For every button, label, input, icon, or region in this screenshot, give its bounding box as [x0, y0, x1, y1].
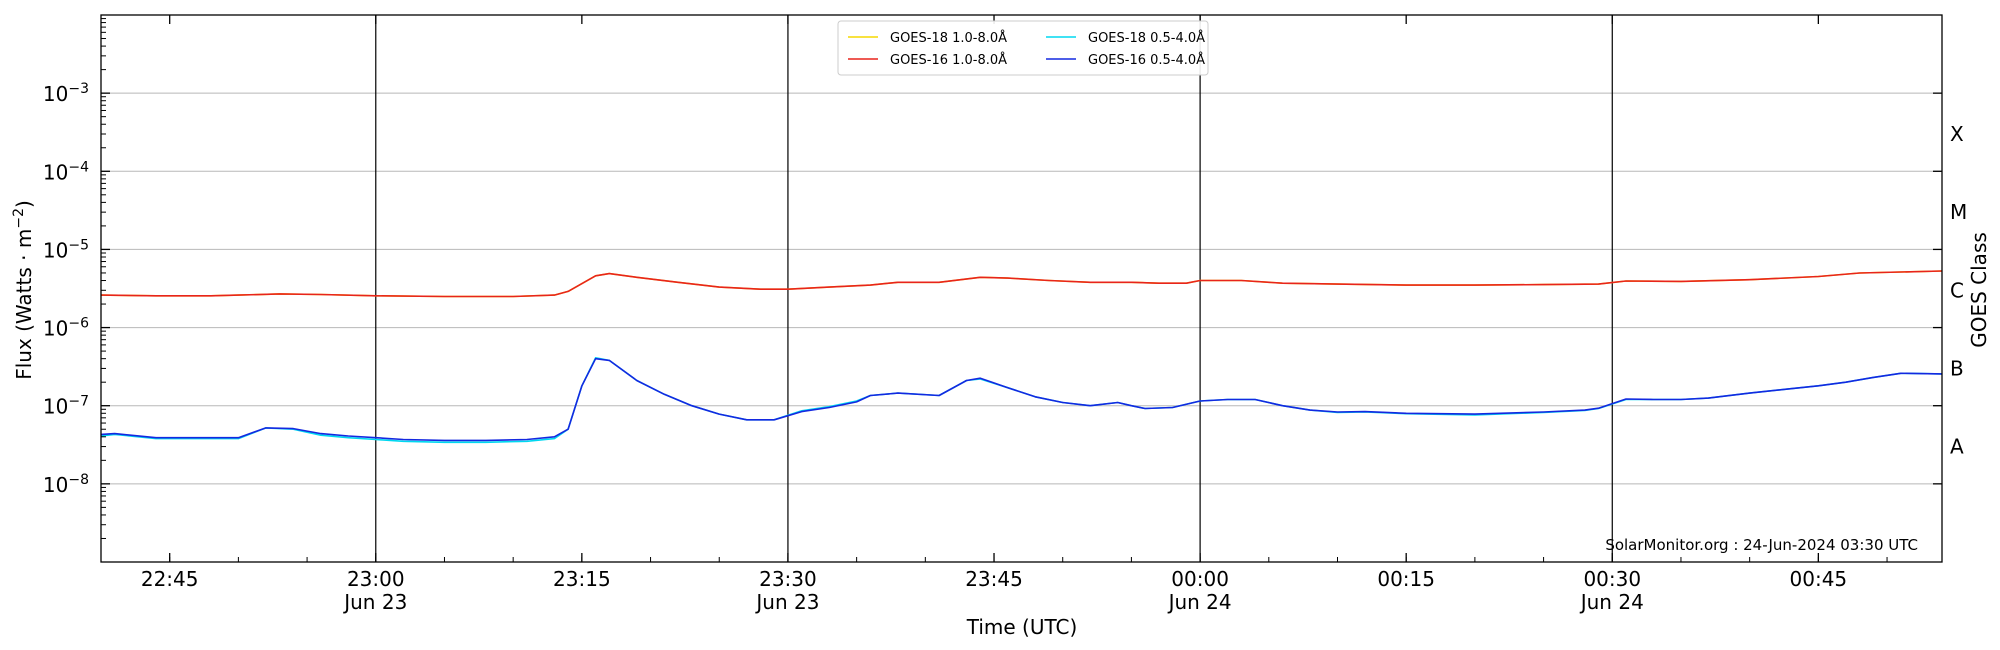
x-tick-label: 00:30 — [1583, 567, 1641, 591]
goes-class-label: B — [1950, 356, 1964, 380]
series-line-goes-16-0-5-4-0- — [100, 357, 1943, 442]
x-tick-label: 00:45 — [1790, 567, 1848, 591]
y-tick-label: 10−7 — [43, 394, 89, 419]
goes-class-label: A — [1950, 435, 1964, 459]
x-tick-label: 23:30 — [759, 567, 817, 591]
credit-text: SolarMonitor.org : 24-Jun-2024 03:30 UTC — [1605, 536, 1918, 554]
y-axis-title: Flux (Watts · m−2) — [11, 200, 36, 380]
goes-class-label: X — [1950, 122, 1964, 146]
legend-label: GOES-18 0.5-4.0Å — [1088, 30, 1205, 46]
goes-class-label: C — [1950, 278, 1964, 302]
grid-layer — [101, 15, 1942, 562]
x-tick-label: 00:15 — [1377, 567, 1435, 591]
x-tick-date-label: Jun 24 — [1167, 590, 1232, 614]
x-tick-date-label: Jun 23 — [342, 590, 407, 614]
legend-label: GOES-16 0.5-4.0Å — [1088, 52, 1205, 68]
x-axis-title: Time (UTC) — [966, 615, 1078, 639]
y-tick-label: 10−3 — [43, 81, 89, 106]
y-tick-label: 10−8 — [43, 472, 89, 497]
goes-class-axis-title: GOES Class — [1967, 232, 1991, 348]
legend-label: GOES-16 1.0-8.0Å — [890, 52, 1007, 68]
x-tick-date-label: Jun 24 — [1579, 590, 1644, 614]
series-layer — [100, 270, 1943, 444]
x-tick-label: 23:15 — [553, 567, 611, 591]
legend-box — [837, 20, 1209, 76]
y-tick-label: 10−4 — [43, 159, 89, 184]
goes-class-label: M — [1950, 200, 1967, 224]
x-tick-label: 22:45 — [141, 567, 199, 591]
y-tick-label: 10−6 — [43, 316, 89, 341]
x-tick-label: 00:00 — [1171, 567, 1229, 591]
y-tick-label: 10−5 — [43, 237, 89, 262]
legend: GOES-18 1.0-8.0Å GOES-16 1.0-8.0Å GOES-18 … — [837, 20, 1209, 76]
x-tick-label: 23:00 — [347, 567, 405, 591]
x-tick-label: 23:45 — [965, 567, 1023, 591]
legend-label: GOES-18 1.0-8.0Å — [890, 30, 1007, 46]
plot-frame — [100, 14, 1943, 563]
series-line-goes-16-1-0-8-0- — [100, 270, 1943, 298]
x-tick-date-label: Jun 23 — [754, 590, 819, 614]
